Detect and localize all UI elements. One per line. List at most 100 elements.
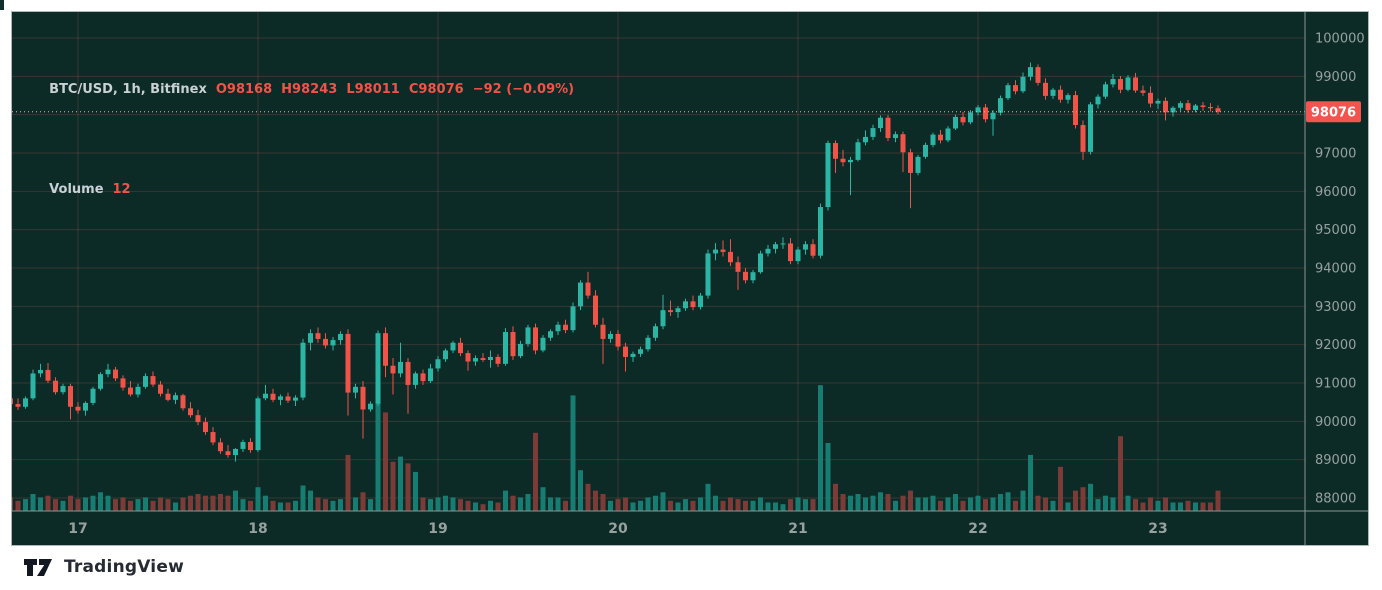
volume-bar — [308, 490, 313, 511]
candle-body — [1013, 85, 1018, 92]
volume-bar — [1073, 490, 1078, 511]
axis-lines — [12, 12, 1368, 545]
volume-bar — [600, 494, 606, 511]
time-tick-label: 23 — [1148, 521, 1167, 537]
candle-body — [308, 333, 313, 343]
candle-body — [908, 152, 913, 173]
candle-body — [555, 324, 561, 332]
volume-bar — [540, 487, 546, 511]
candle-body — [855, 142, 861, 160]
legend[interactable]: BTC/USD, 1h, Bitfinex O98168 H98243 L9801… — [22, 20, 574, 260]
candle-body — [473, 358, 478, 362]
volume-bar — [1013, 500, 1018, 511]
candle-body — [953, 116, 958, 129]
volume-bar — [68, 495, 73, 511]
candle-wick — [407, 358, 409, 414]
volume-bar — [765, 502, 771, 511]
volume-bar — [533, 432, 538, 511]
candle-body — [330, 340, 336, 346]
footer: TradingView — [24, 553, 184, 581]
volume-bar — [330, 500, 336, 511]
volume-bar — [135, 499, 141, 511]
candle-body — [1020, 76, 1026, 92]
candle-body — [263, 393, 268, 399]
candle-body — [68, 386, 73, 407]
volume-bar — [248, 500, 253, 511]
screen-edge-artifact — [0, 0, 4, 10]
candle-body — [698, 295, 703, 308]
candle-body — [840, 158, 846, 163]
candle-body — [975, 107, 981, 113]
volume-bar — [293, 500, 298, 511]
candle-body — [563, 324, 568, 331]
candle-wick — [482, 353, 484, 362]
volume-bar — [1140, 502, 1146, 511]
volume-bar — [1133, 499, 1138, 511]
candles-layer[interactable] — [12, 62, 1221, 462]
volume-bar — [878, 492, 883, 511]
candle-body — [23, 398, 28, 407]
time-axis[interactable]: 17 18 19 20 21 22 23 — [68, 521, 1167, 537]
tradingview-logo-icon[interactable] — [24, 558, 55, 577]
candle-body — [630, 353, 636, 357]
time-tick-label: 19 — [428, 521, 447, 537]
volume-bar — [630, 502, 636, 511]
volume-bar — [803, 499, 808, 511]
volume-bar — [713, 495, 718, 511]
candle-body — [45, 369, 51, 381]
legend-row-symbol: BTC/USD, 1h, Bitfinex O98168 H98243 L9801… — [22, 60, 574, 120]
candle-body — [1193, 105, 1198, 111]
volume-bar — [465, 500, 471, 511]
candle-body — [150, 376, 156, 385]
volume-bar — [705, 483, 711, 511]
candle-body — [938, 134, 943, 141]
volume-bar — [983, 499, 988, 511]
candle-body — [1148, 92, 1153, 104]
candle-body — [135, 386, 141, 395]
volume-bar — [398, 456, 403, 511]
candle-wick — [392, 358, 394, 395]
volume-bar — [1020, 490, 1026, 511]
volume-bar — [968, 497, 973, 511]
chart-panel[interactable]: 88000 89000 90000 91000 92000 93000 94000 95000… — [12, 12, 1368, 545]
candle-body — [360, 386, 366, 410]
volume-bar — [578, 470, 583, 511]
volume-bar — [143, 497, 148, 511]
candle-body — [668, 310, 673, 313]
candle-body — [390, 365, 396, 374]
volume-bar — [1193, 502, 1198, 511]
volume-bar — [420, 497, 426, 511]
volume-bar — [1103, 495, 1108, 511]
volume-bar — [338, 499, 343, 511]
volume-bar — [210, 495, 216, 511]
candle-body — [128, 387, 133, 395]
candle-body — [765, 248, 771, 254]
volume-label[interactable]: Volume — [49, 182, 104, 197]
volume-bar — [668, 500, 673, 511]
candle-body — [1215, 108, 1221, 112]
candle-body — [285, 396, 291, 401]
symbol-title[interactable]: BTC/USD, 1h, Bitfinex — [49, 82, 207, 97]
candle-body — [848, 159, 853, 163]
candle-body — [795, 249, 801, 262]
candle-body — [1178, 103, 1183, 108]
tradingview-wordmark[interactable]: TradingView — [64, 557, 184, 577]
candle-body — [368, 403, 373, 410]
volume-bar — [255, 487, 261, 511]
price-tick-label: 96000 — [1315, 185, 1356, 200]
volume-bar — [758, 497, 763, 511]
candle-body — [165, 393, 171, 400]
volume-bar — [443, 495, 448, 511]
candle-body — [600, 324, 606, 339]
volume-bar — [1178, 502, 1183, 511]
volume-bar — [990, 497, 996, 511]
volume-bar — [360, 492, 366, 511]
candlestick-chart[interactable]: 88000 89000 90000 91000 92000 93000 94000 95000… — [12, 12, 1368, 545]
candle-body — [713, 249, 718, 254]
chart-background — [12, 12, 1368, 545]
candle-body — [293, 397, 298, 401]
volume-bar — [1065, 502, 1071, 511]
volume-bar — [773, 502, 778, 511]
candle-body — [158, 384, 163, 394]
volume-bar — [435, 497, 441, 511]
